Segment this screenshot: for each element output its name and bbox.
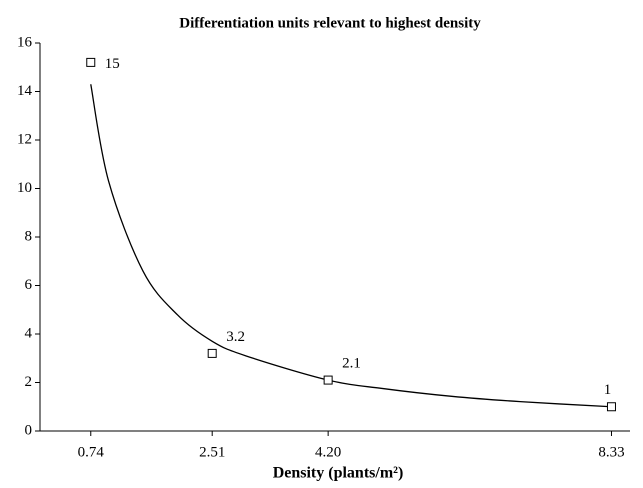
x-tick-label: 0.74 <box>78 444 105 460</box>
fit-curve <box>90 84 612 408</box>
data-label: 2.1 <box>342 356 361 372</box>
data-label: 3.2 <box>226 329 245 345</box>
y-tick-label: 14 <box>17 83 33 99</box>
y-tick-label: 16 <box>17 34 33 50</box>
x-axis-label: Density (plants/m²) <box>273 465 404 482</box>
x-tick-label: 2.51 <box>199 444 225 460</box>
y-tick-label: 0 <box>25 422 33 438</box>
point <box>323 375 333 385</box>
y-tick-label: 10 <box>17 180 32 196</box>
point <box>86 57 96 67</box>
x-tick-label: 4.20 <box>315 444 341 460</box>
data-label: 15 <box>105 56 120 72</box>
chart-title: Differentiation units relevant to highes… <box>179 15 481 31</box>
point <box>606 402 616 412</box>
y-tick-label: 4 <box>25 325 33 341</box>
y-tick-label: 12 <box>17 131 32 147</box>
y-tick-label: 6 <box>25 277 33 293</box>
point <box>207 348 217 358</box>
y-tick-label: 8 <box>25 228 33 244</box>
x-tick-label: 8.33 <box>598 444 624 460</box>
data-label: 1 <box>604 382 612 398</box>
y-tick-label: 2 <box>25 374 33 390</box>
